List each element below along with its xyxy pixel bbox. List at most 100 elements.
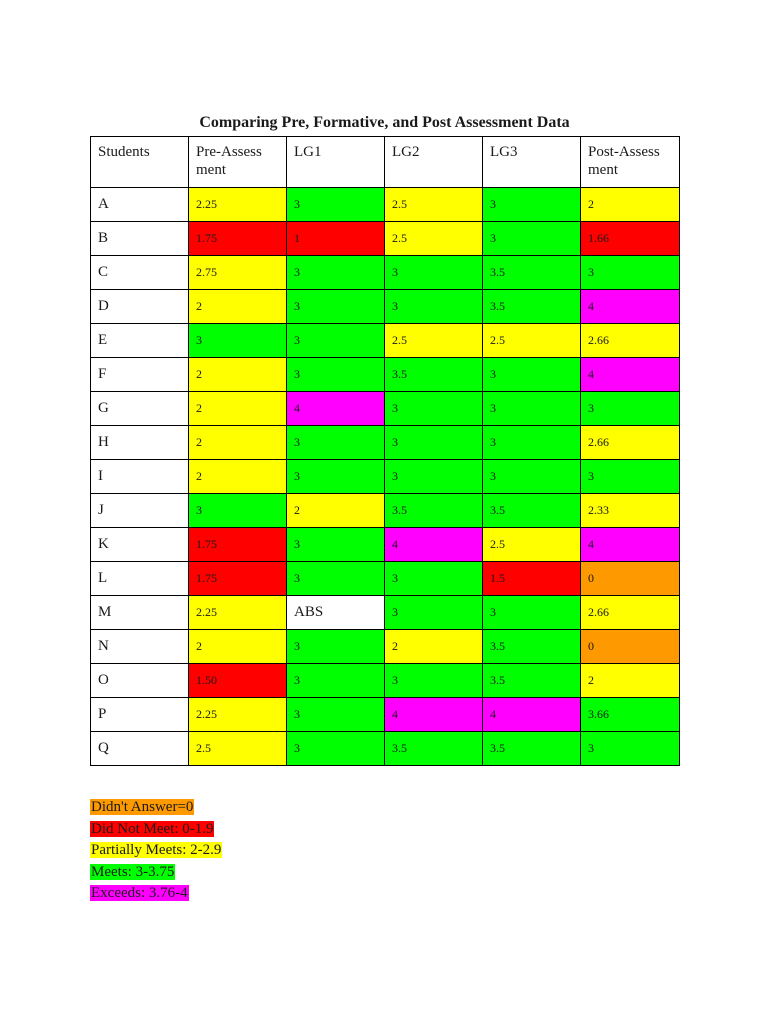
score-cell: 2.5 — [188, 731, 287, 766]
score-cell: 3 — [384, 459, 483, 494]
table-row: H 2 3 3 3 2.66 — [90, 425, 680, 460]
table-row: L 1.75 3 3 1.5 0 — [90, 561, 680, 596]
score-cell: 1.50 — [188, 663, 287, 698]
legend-item: Didn't Answer=0 — [90, 797, 222, 819]
score-cell: 3 — [482, 425, 581, 460]
score-cell: 3.5 — [384, 731, 483, 766]
score-cell: 2 — [580, 663, 680, 698]
legend-label: Meets: 3-3.75 — [90, 863, 176, 880]
score-cell: 2.66 — [580, 595, 680, 630]
score-cell: 3 — [384, 425, 483, 460]
score-cell: 4 — [384, 697, 483, 732]
student-name-cell: N — [90, 629, 189, 664]
score-cell: 2.5 — [482, 527, 581, 562]
score-cell: 3 — [286, 561, 385, 596]
score-cell: 3 — [384, 255, 483, 290]
student-name-cell: O — [90, 663, 189, 698]
score-cell: 1.5 — [482, 561, 581, 596]
legend-label: Exceeds: 3.76-4 — [90, 885, 189, 901]
student-name-cell: M — [90, 595, 189, 630]
score-cell: 2.25 — [188, 595, 287, 630]
score-cell: 2.33 — [580, 493, 680, 528]
score-cell: 3 — [188, 323, 287, 358]
score-cell: 3.5 — [482, 289, 581, 324]
score-cell: 3 — [580, 255, 680, 290]
student-name-cell: H — [90, 425, 189, 460]
score-cell: 1.66 — [580, 221, 680, 256]
score-cell: 1.75 — [188, 561, 287, 596]
table-row: N 2 3 2 3.5 0 — [90, 629, 680, 664]
student-name-cell: D — [90, 289, 189, 324]
column-header: LG2 — [384, 136, 483, 188]
score-cell: 3 — [384, 663, 483, 698]
assessment-table: Students Pre-Assess ment LG1 LG2 LG3 Post-Ass… — [90, 136, 680, 766]
table-header-row: Students Pre-Assess ment LG1 LG2 LG3 Post-Ass… — [90, 136, 680, 188]
score-cell: 4 — [580, 527, 680, 562]
column-header: Pre-Assess ment — [188, 136, 287, 188]
score-cell: 2 — [188, 391, 287, 426]
score-cell: 3 — [286, 663, 385, 698]
student-name-cell: A — [90, 187, 189, 222]
table-row: M 2.25 ABS 3 3 2.66 — [90, 595, 680, 630]
column-header: Post-Assess ment — [580, 136, 680, 188]
score-cell: 3 — [482, 187, 581, 222]
score-cell: 3 — [286, 289, 385, 324]
score-cell: 3 — [482, 357, 581, 392]
score-cell: 3 — [286, 187, 385, 222]
student-name-cell: G — [90, 391, 189, 426]
student-name-cell: I — [90, 459, 189, 494]
score-cell: 1.75 — [188, 527, 287, 562]
score-cell: 4 — [286, 391, 385, 426]
score-cell: 3.5 — [384, 357, 483, 392]
column-header: LG1 — [286, 136, 385, 188]
score-cell: 2.5 — [384, 187, 483, 222]
score-cell: 3 — [286, 731, 385, 766]
table-row: P 2.25 3 4 4 3.66 — [90, 697, 680, 732]
legend-label: Did Not Meet: 0-1.9 — [90, 820, 215, 837]
score-cell: 2 — [188, 357, 287, 392]
student-name-cell: Q — [90, 731, 189, 766]
score-cell: ABS — [286, 595, 385, 630]
score-cell: 3 — [286, 357, 385, 392]
score-cell: 3 — [286, 697, 385, 732]
score-cell: 0 — [580, 561, 680, 596]
score-cell: 3 — [580, 459, 680, 494]
table-row: F 2 3 3.5 3 4 — [90, 357, 680, 392]
legend-item: Did Not Meet: 0-1.9 — [90, 819, 222, 841]
score-cell: 2.66 — [580, 323, 680, 358]
table-row: D 2 3 3 3.5 4 — [90, 289, 680, 324]
score-cell: 1.75 — [188, 221, 287, 256]
student-name-cell: P — [90, 697, 189, 732]
score-cell: 2 — [286, 493, 385, 528]
score-cell: 3 — [286, 255, 385, 290]
score-cell: 4 — [482, 697, 581, 732]
student-name-cell: F — [90, 357, 189, 392]
legend-label: Didn't Answer=0 — [90, 799, 195, 815]
score-cell: 3.66 — [580, 697, 680, 732]
score-cell: 2.66 — [580, 425, 680, 460]
student-name-cell: L — [90, 561, 189, 596]
score-cell: 2 — [188, 289, 287, 324]
score-cell: 4 — [580, 289, 680, 324]
score-cell: 3 — [482, 221, 581, 256]
score-cell: 3 — [384, 289, 483, 324]
score-cell: 3 — [580, 731, 680, 766]
score-cell: 1 — [286, 221, 385, 256]
score-cell: 3.5 — [482, 493, 581, 528]
score-cell: 3.5 — [482, 731, 581, 766]
table-row: O 1.50 3 3 3.5 2 — [90, 663, 680, 698]
column-header: Students — [90, 136, 189, 188]
score-cell: 2.25 — [188, 697, 287, 732]
legend-label: Partially Meets: 2-2.9 — [90, 842, 223, 858]
score-cell: 3 — [482, 459, 581, 494]
score-cell: 0 — [580, 629, 680, 664]
score-cell: 2 — [188, 459, 287, 494]
table-row: E 3 3 2.5 2.5 2.66 — [90, 323, 680, 358]
score-cell: 3 — [286, 425, 385, 460]
score-cell: 3 — [384, 595, 483, 630]
score-cell: 2.5 — [384, 323, 483, 358]
score-cell: 2 — [384, 629, 483, 664]
table-row: J 3 2 3.5 3.5 2.33 — [90, 493, 680, 528]
